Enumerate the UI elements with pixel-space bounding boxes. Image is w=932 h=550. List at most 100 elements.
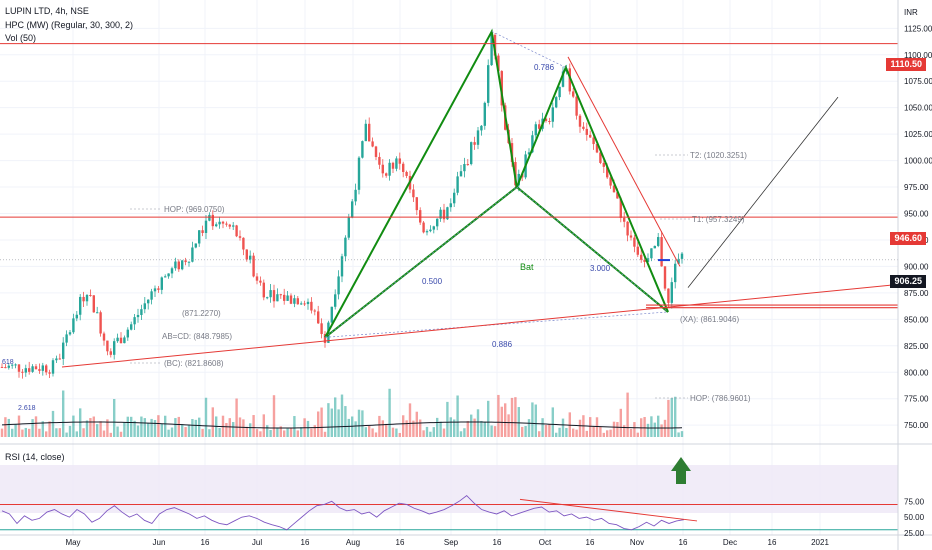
volume-bar bbox=[225, 422, 228, 437]
candle-body bbox=[123, 337, 126, 344]
candle-body bbox=[235, 225, 238, 237]
volume-bar bbox=[432, 427, 435, 437]
volume-bar bbox=[623, 425, 626, 437]
candle-body bbox=[612, 185, 616, 193]
candle-body bbox=[17, 364, 21, 372]
volume-bar bbox=[276, 427, 279, 437]
candle-body bbox=[106, 340, 109, 352]
candle-body bbox=[650, 248, 653, 259]
candle-body bbox=[473, 142, 476, 145]
volume-bar bbox=[289, 428, 293, 437]
time-tick-label: May bbox=[65, 538, 80, 547]
candle-body bbox=[589, 134, 592, 138]
candle-body bbox=[191, 247, 194, 262]
candle-body bbox=[211, 214, 214, 227]
candle-body bbox=[561, 71, 565, 87]
candle-body bbox=[680, 253, 684, 259]
candle-body bbox=[660, 237, 663, 267]
volume-bar bbox=[592, 426, 595, 437]
volume-bar bbox=[466, 421, 469, 437]
candle-body bbox=[45, 365, 48, 373]
volume-bar bbox=[626, 392, 629, 437]
candle-body bbox=[330, 306, 333, 323]
volume-bar bbox=[208, 429, 211, 437]
price-tick-label: 825.00 bbox=[904, 342, 929, 351]
candle-body bbox=[453, 192, 456, 204]
candle-body bbox=[293, 298, 296, 304]
candle-body bbox=[531, 135, 534, 153]
volume-bar bbox=[204, 397, 208, 437]
candle-body bbox=[575, 96, 578, 116]
candle-body bbox=[272, 290, 276, 302]
candle-body bbox=[439, 209, 442, 219]
candle-body bbox=[626, 221, 629, 236]
volume-bar bbox=[296, 430, 299, 437]
volume-bar bbox=[670, 398, 673, 437]
volume-bar bbox=[218, 428, 221, 437]
volume-ma-line bbox=[1, 421, 683, 429]
candle-body bbox=[313, 310, 316, 312]
volume-bar bbox=[184, 427, 187, 437]
candle-body bbox=[395, 158, 398, 169]
volume-bar bbox=[412, 420, 415, 437]
volume-bar bbox=[313, 425, 316, 437]
volume-bar bbox=[551, 407, 554, 437]
candle-body bbox=[674, 263, 677, 283]
volume-bar bbox=[4, 417, 7, 437]
rsi-label: RSI (14, close) bbox=[5, 452, 65, 462]
candle-body bbox=[385, 173, 388, 176]
volume-bar bbox=[459, 431, 463, 437]
volume-bar bbox=[89, 418, 92, 437]
volume-bar bbox=[245, 426, 248, 437]
volume-bar bbox=[133, 420, 136, 437]
volume-bar bbox=[497, 394, 500, 437]
volume-bar bbox=[507, 414, 510, 437]
volume-bar bbox=[544, 424, 548, 437]
candle-body bbox=[347, 217, 350, 238]
price-tick-label: 975.00 bbox=[904, 183, 929, 192]
pattern-xb-dotted bbox=[324, 186, 518, 338]
price-tick-label: 875.00 bbox=[904, 289, 929, 298]
candle-body bbox=[419, 210, 422, 223]
candle-body bbox=[633, 237, 636, 247]
time-tick-label: Aug bbox=[346, 538, 360, 547]
candle-body bbox=[102, 333, 106, 341]
volume-bar bbox=[293, 416, 296, 437]
candle-body bbox=[82, 296, 85, 302]
volume-bar bbox=[7, 418, 10, 437]
volume-bar bbox=[565, 427, 568, 437]
volume-bar bbox=[259, 431, 262, 437]
price-tick-label: 1125.00 bbox=[904, 24, 932, 33]
up-arrow-icon bbox=[671, 457, 691, 484]
volume-bar bbox=[504, 403, 507, 437]
volume-bar bbox=[235, 398, 238, 437]
volume-bar bbox=[62, 390, 65, 437]
candle-body bbox=[11, 364, 14, 366]
volume-bar bbox=[157, 415, 160, 437]
volume-bar bbox=[381, 420, 384, 437]
volume-bar bbox=[102, 430, 106, 437]
price-tick-label: 1050.00 bbox=[904, 104, 932, 113]
volume-bar bbox=[96, 424, 99, 437]
volume-bar bbox=[660, 424, 663, 437]
volume-bar bbox=[657, 415, 660, 437]
volume-bar bbox=[456, 395, 459, 437]
volume-bar bbox=[45, 431, 48, 437]
candle-body bbox=[677, 258, 680, 264]
t2-label: T2: (1020.3251) bbox=[690, 151, 747, 160]
volume-bar bbox=[269, 429, 272, 437]
candle-body bbox=[337, 276, 340, 295]
volume-bar bbox=[633, 422, 636, 437]
candle-body bbox=[187, 261, 191, 263]
volume-bar bbox=[572, 428, 575, 437]
candle-body bbox=[170, 268, 174, 274]
horizontal-levels bbox=[0, 43, 899, 368]
candle-body bbox=[300, 303, 303, 305]
bc-label: (BC): (821.8608) bbox=[164, 359, 224, 368]
volume-bar bbox=[606, 430, 609, 437]
candle-body bbox=[368, 123, 371, 142]
candle-body bbox=[153, 288, 157, 292]
candle-body bbox=[174, 261, 177, 269]
